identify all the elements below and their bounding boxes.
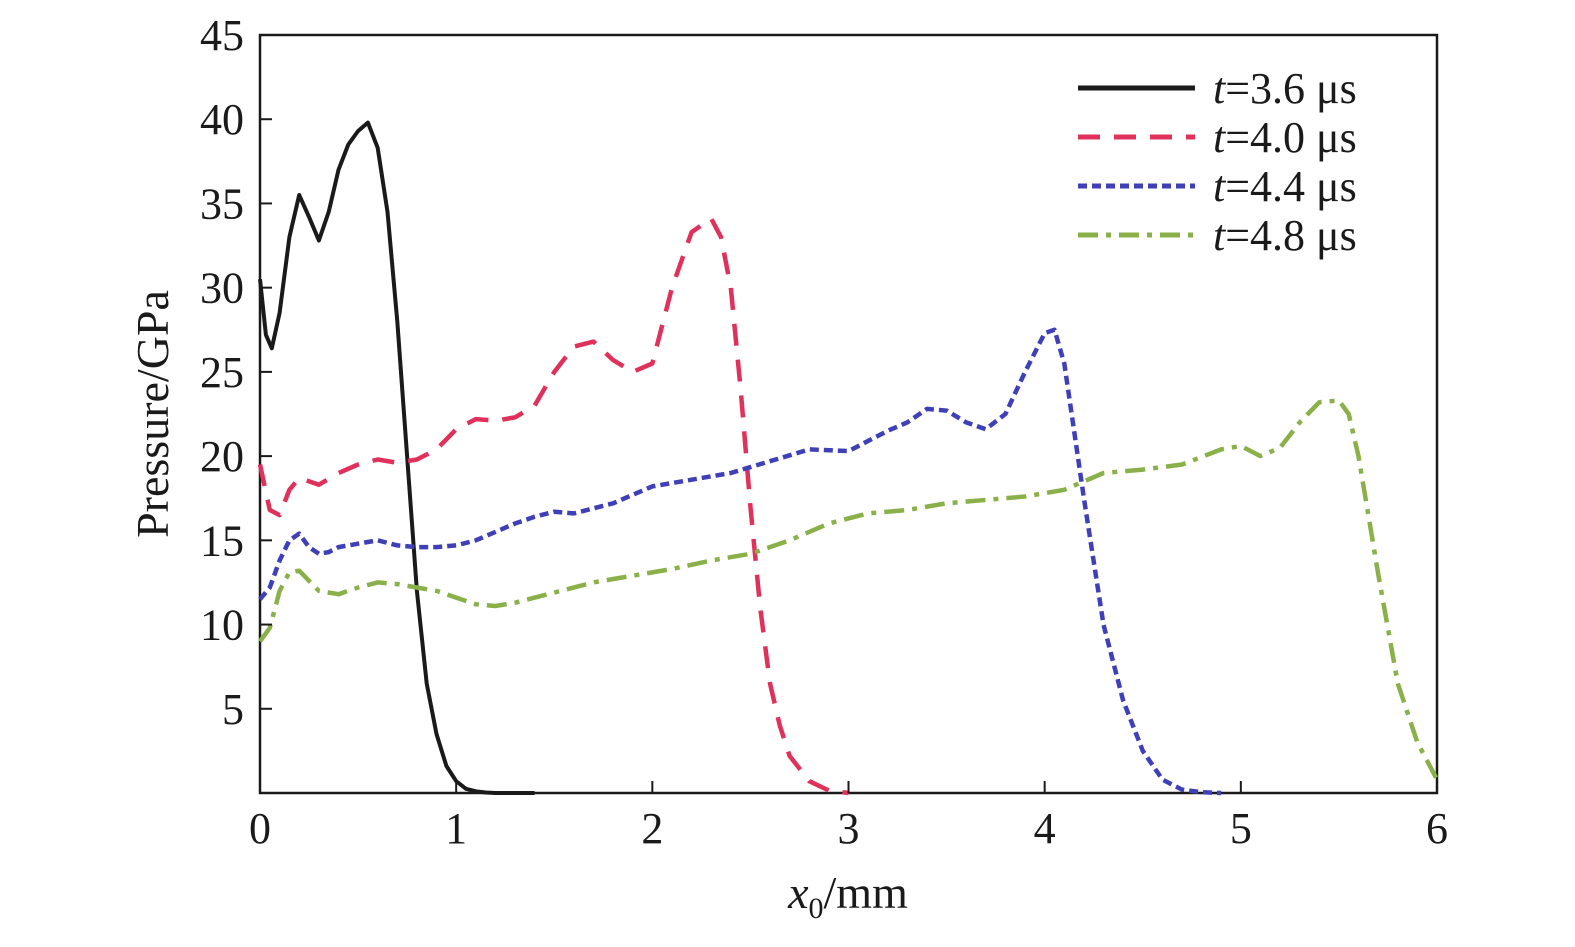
x-tick-label: 2 xyxy=(641,804,663,853)
legend-label-4: t=4.8 μs xyxy=(1213,211,1357,260)
legend-label-3: t=4.4 μs xyxy=(1213,162,1357,211)
series-line-1 xyxy=(258,120,535,795)
legend-label-2: t=4.0 μs xyxy=(1213,113,1357,162)
series-line-3 xyxy=(258,327,1222,796)
x-axis-label-unit: /mm xyxy=(824,867,909,918)
x-axis-label: x0/mm xyxy=(787,867,908,925)
series-line-2 xyxy=(257,216,849,796)
y-tick-label: 5 xyxy=(222,685,244,734)
series-layer xyxy=(257,120,1439,796)
y-axis-label: Pressure/GPa xyxy=(127,290,178,538)
x-axis-label-var: x xyxy=(787,867,809,918)
x-tick-label: 6 xyxy=(1426,804,1448,853)
y-tick-label: 25 xyxy=(200,348,244,397)
y-tick-label: 15 xyxy=(200,516,244,565)
legend: t=3.6 μst=4.0 μst=4.4 μst=4.8 μs xyxy=(1078,64,1357,260)
y-tick-label: 40 xyxy=(200,95,244,144)
series-line-4 xyxy=(258,398,1439,781)
x-tick-label: 3 xyxy=(838,804,860,853)
y-tick-label: 35 xyxy=(200,179,244,228)
x-axis-label-sub: 0 xyxy=(809,892,824,925)
y-tick-label: 30 xyxy=(200,264,244,313)
x-tick-label: 0 xyxy=(249,804,271,853)
x-tick-label: 5 xyxy=(1230,804,1252,853)
y-tick-label: 10 xyxy=(200,601,244,650)
x-tick-label: 1 xyxy=(445,804,467,853)
x-tick-label: 4 xyxy=(1034,804,1056,853)
legend-label-1: t=3.6 μs xyxy=(1213,64,1357,113)
y-tick-label: 45 xyxy=(200,11,244,60)
y-tick-label: 20 xyxy=(200,432,244,481)
